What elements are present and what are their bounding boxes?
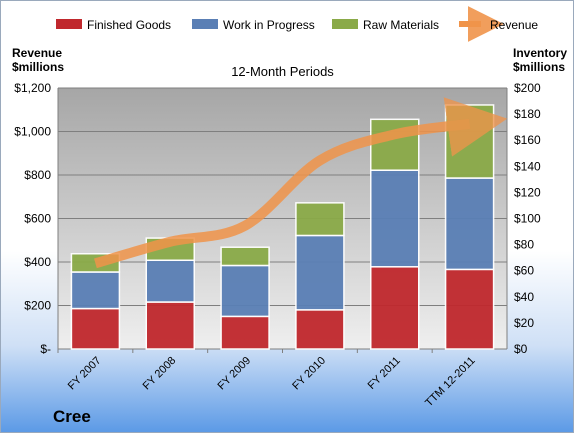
left-tick-label: $800 [24, 168, 51, 182]
bar-segment [220, 315, 270, 350]
bar-segment [220, 264, 270, 318]
revenue-line [94, 97, 508, 269]
left-tick-label: $1,200 [14, 81, 51, 95]
bar-segment [444, 177, 495, 271]
bar-segment [145, 301, 195, 350]
left-axis-title: Revenue [12, 46, 62, 60]
x-tick-label: FY 2009 [215, 355, 253, 393]
left-axis-title: $millions [12, 60, 64, 74]
legend-label: Work in Progress [223, 18, 315, 32]
right-tick-label: $60 [514, 264, 534, 278]
left-tick-label: $400 [24, 255, 51, 269]
right-tick-label: $140 [514, 159, 541, 173]
left-tick-label: $600 [24, 212, 51, 226]
legend-swatch [56, 19, 82, 29]
x-tick-label: FY 2011 [366, 355, 403, 392]
bar-segment [70, 271, 121, 310]
x-tick-label: TTM 12-2011 [423, 355, 478, 410]
right-tick-label: $80 [514, 238, 534, 252]
bar-segment [295, 202, 345, 237]
right-tick-label: $0 [514, 342, 528, 356]
legend-label: Revenue [490, 18, 538, 32]
legend-label: Raw Materials [363, 18, 439, 32]
left-tick-label: $1,000 [14, 125, 51, 139]
company-name: Cree [53, 407, 91, 426]
bar-segment [70, 307, 121, 350]
bar-segment [145, 259, 195, 303]
bar-segment [444, 268, 495, 350]
x-tick-label: FY 2007 [66, 355, 104, 393]
left-tick-label: $- [40, 342, 51, 356]
right-tick-label: $100 [514, 212, 541, 226]
right-tick-label: $40 [514, 290, 534, 304]
right-tick-label: $20 [514, 316, 534, 330]
x-tick-label: FY 2010 [290, 355, 328, 393]
legend-label: Finished Goods [87, 18, 171, 32]
right-axis-title: $millions [513, 60, 565, 74]
right-axis-title: Inventory [513, 46, 567, 60]
left-tick-label: $200 [24, 299, 51, 313]
right-tick-label: $160 [514, 133, 541, 147]
legend-swatch [332, 19, 358, 29]
bar-segment [220, 246, 270, 267]
right-tick-label: $180 [514, 107, 541, 121]
bar-segment [295, 309, 345, 350]
legend-swatch [192, 19, 218, 29]
right-tick-label: $200 [514, 81, 541, 95]
right-tick-label: $120 [514, 185, 541, 199]
bar-segment [370, 266, 420, 350]
bar-segment [444, 104, 495, 179]
bar-segment [370, 169, 420, 268]
bar-segment [295, 234, 345, 311]
chart-title: 12-Month Periods [231, 64, 334, 79]
x-tick-label: FY 2008 [141, 355, 179, 393]
